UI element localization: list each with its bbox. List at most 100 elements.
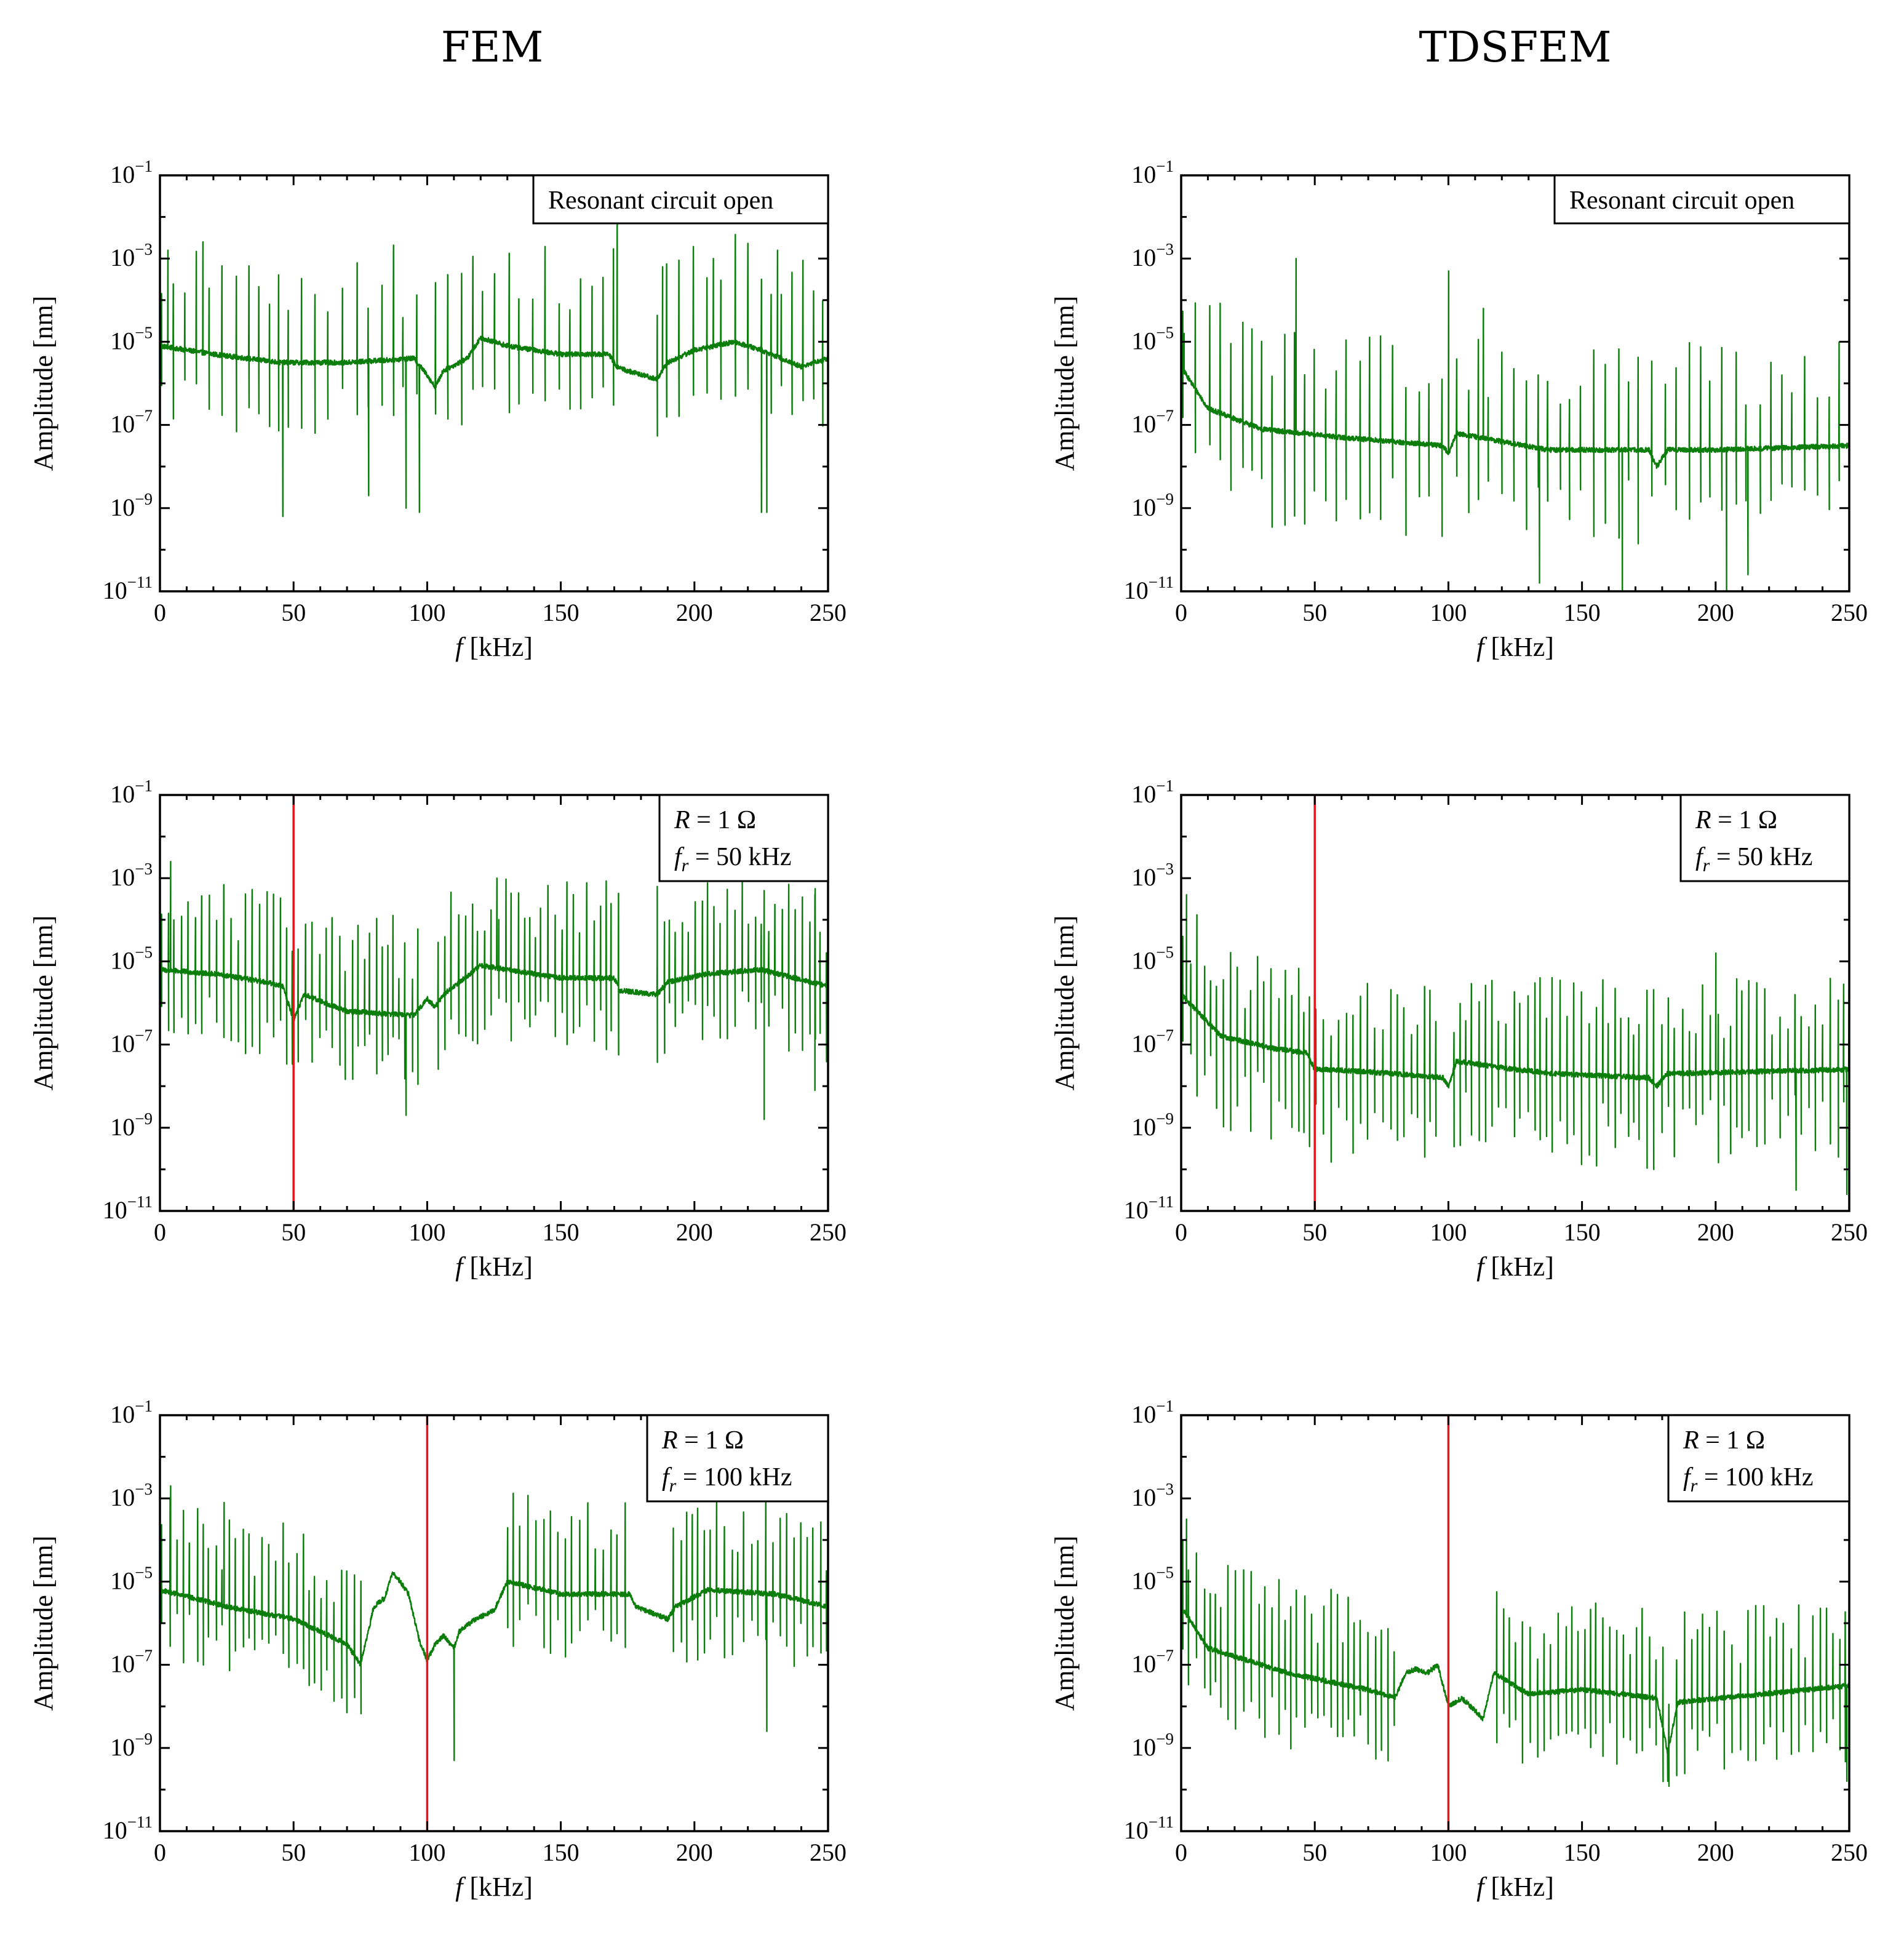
panel-tdsfem-100: 0 50 100 150 200 250 10−1 10−3 10−5 10−7 10−9 10−11… [1050,1397,1868,1902]
y-tick-label: 10−9 [1131,1109,1174,1141]
x-tick-label: 50 [281,1839,306,1866]
panel-tdsfem-open: 0 50 100 150 200 250 10−1 10−3 10−5 10−7 10−9 10−11… [1050,157,1868,662]
series-amplitude-tdsfem-open [1181,258,1849,591]
y-axis-label: Amplitude [nm] [1050,1536,1080,1711]
x-tick-label: 0 [154,1839,166,1866]
x-tick-label: 200 [1697,1839,1734,1866]
y-tick-label: 10−7 [110,407,153,438]
panel-fem-100: 0 50 100 150 200 250 10−1 10−3 10−5 10−7 10−9 10−11… [28,1397,846,1902]
y-tick-label: 10−1 [110,777,153,808]
legend-entry: fr = 100 kHz [662,1463,792,1496]
x-tick-label: 200 [1697,599,1734,626]
y-tick-label: 10−3 [110,1480,153,1511]
y-tick-label: 10−11 [103,1192,153,1224]
x-tick-label: 50 [281,1218,306,1246]
y-tick-label: 10−1 [110,1397,153,1428]
y-tick-label: 10−7 [1131,407,1174,438]
y-tick-label: 10−7 [110,1026,153,1058]
legend-frame [646,1414,829,1503]
legend-box: R = 1 Ω fr = 50 kHz [658,794,829,882]
y-tick-label: 10−11 [1124,1813,1174,1844]
y-tick-label: 10−9 [1131,1730,1174,1761]
y-tick-label: 10−7 [110,1647,153,1678]
y-tick-label: 10−3 [1131,860,1174,891]
x-tick-label: 100 [1430,1218,1467,1246]
y-axis-label: Amplitude [nm] [28,916,58,1091]
y-axis-label: Amplitude [nm] [1050,916,1080,1091]
x-axis-label: f [kHz] [1476,632,1554,662]
x-tick-label: 0 [154,599,166,626]
x-tick-label: 200 [676,1839,713,1866]
y-tick-label: 10−9 [110,490,153,521]
plot-frame [1180,174,1850,593]
legend-entry: Resonant circuit open [1569,186,1794,215]
legend-box: Resonant circuit open [1553,174,1850,225]
y-tick-label: 10−11 [103,573,153,604]
legend-entry: R = 1 Ω [661,1426,744,1455]
y-tick-label: 10−11 [1124,1192,1174,1224]
x-tick-label: 250 [1831,599,1868,626]
x-tick-label: 200 [676,599,713,626]
y-tick-label: 10−9 [1131,490,1174,521]
y-tick-label: 10−5 [110,1563,153,1594]
y-tick-label: 10−1 [1131,157,1174,188]
y-tick-label: 10−5 [1131,323,1174,354]
x-tick-label: 100 [408,599,445,626]
x-tick-label: 250 [810,1218,846,1246]
x-tick-label: 50 [1302,1218,1327,1246]
y-tick-label: 10−3 [1131,1480,1174,1511]
panel-fem-50: 0 50 100 150 200 250 10−1 10−3 10−5 10−7 10−9 10−11… [28,777,846,1282]
x-axis-label: f [kHz] [1476,1252,1554,1282]
y-tick-label: 10−7 [1131,1647,1174,1678]
x-tick-label: 150 [543,1218,580,1246]
legend-frame [658,794,829,882]
legend-box: R = 1 Ω fr = 100 kHz [1667,1414,1850,1503]
y-tick-label: 10−1 [1131,777,1174,808]
legend-entry: R = 1 Ω [1695,806,1777,834]
y-tick-label: 10−3 [110,860,153,891]
legend-box: R = 1 Ω fr = 100 kHz [646,1414,829,1503]
legend-entry: fr = 50 kHz [1695,843,1813,876]
x-axis-label: f [kHz] [455,1252,533,1282]
x-tick-label: 250 [810,1839,846,1866]
x-tick-label: 100 [408,1839,445,1866]
series-amplitude-fem-100 [160,1485,828,1762]
series-amplitude-tdsfem-50 [1181,894,1849,1196]
x-tick-label: 150 [543,599,580,626]
y-tick-label: 10−1 [1131,1397,1174,1428]
x-tick-label: 150 [1564,1839,1601,1866]
x-tick-label: 100 [408,1218,445,1246]
legend-frame [532,174,829,225]
x-tick-label: 250 [1831,1218,1868,1246]
x-tick-label: 100 [1430,599,1467,626]
series-amplitude-tdsfem-100 [1181,1518,1849,1787]
x-tick-label: 50 [1302,599,1327,626]
y-axis-label: Amplitude [nm] [1050,296,1080,471]
x-tick-label: 0 [154,1218,166,1246]
x-axis-label: f [kHz] [455,1872,533,1902]
y-tick-label: 10−5 [110,943,153,974]
panels: 0 50 100 150 200 25010−110−310−510−710−910−11… [28,157,1868,1902]
y-tick-label: 10−5 [1131,943,1174,974]
column-title-fem: FEM [441,23,543,72]
y-tick-label: 10−3 [1131,240,1174,271]
y-tick-label: 10−11 [1124,573,1174,604]
x-tick-label: 0 [1175,1839,1187,1866]
legend-frame [1553,174,1850,225]
x-tick-label: 0 [1175,599,1187,626]
x-tick-label: 50 [281,599,306,626]
x-tick-label: 100 [1430,1839,1467,1866]
legend-entry: fr = 50 kHz [674,843,792,876]
x-tick-label: 150 [543,1839,580,1866]
legend-frame [1679,794,1850,882]
x-tick-label: 250 [810,599,846,626]
y-tick-label: 10−1 [110,157,153,188]
y-tick-label: 10−11 [103,1813,153,1844]
x-tick-label: 150 [1564,599,1601,626]
x-tick-label: 150 [1564,1218,1601,1246]
series-amplitude-fem-open [160,207,828,517]
y-tick-label: 10−9 [110,1109,153,1141]
y-axis-label: Amplitude [nm] [28,1536,58,1711]
x-tick-label: 250 [1831,1839,1868,1866]
